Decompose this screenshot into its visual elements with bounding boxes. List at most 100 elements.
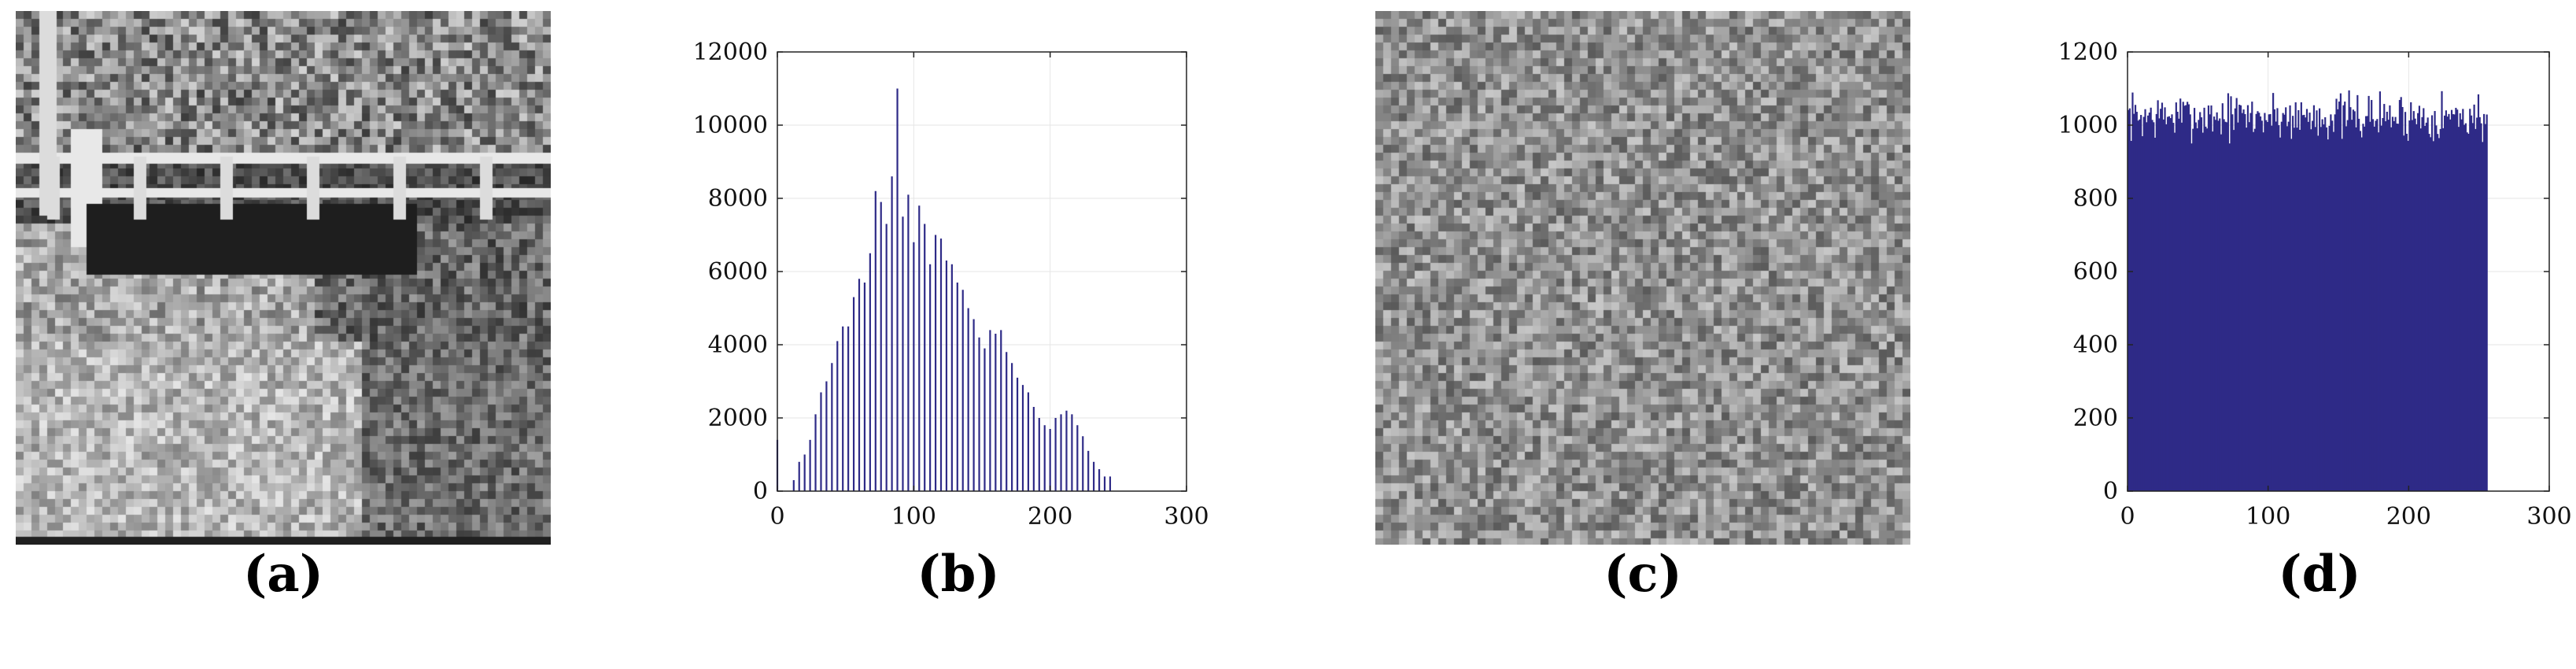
histogram-bar-d [2164, 107, 2166, 492]
histogram-bar-d [2401, 107, 2404, 491]
histogram-bar-d [2323, 124, 2325, 492]
histogram-bar-d [2128, 108, 2131, 492]
histogram-bar-d [2223, 119, 2225, 492]
histogram-bar-d [2230, 96, 2232, 491]
histogram-bar-d [2292, 116, 2294, 491]
histogram-bar-d [2257, 111, 2259, 491]
histogram-bar-d [2231, 114, 2234, 492]
histogram-bar-d [2362, 124, 2364, 491]
histogram-bar-d [2400, 97, 2402, 491]
chart-b-y-tick-label: 8000 [708, 185, 768, 213]
histogram-bar-d [2198, 120, 2200, 491]
histogram-bar-d [2151, 120, 2153, 492]
histogram-bar-d [2483, 113, 2486, 491]
histogram-bar-d [2393, 120, 2395, 491]
histogram-bar-d [2199, 112, 2201, 491]
histogram-bar-d [2233, 130, 2235, 492]
histogram-bar-d [2205, 126, 2207, 491]
histogram-bar-d [2268, 114, 2270, 491]
histogram-bar-d [2172, 123, 2175, 492]
histogram-bar-d [2278, 125, 2280, 491]
histogram-bar-d [2360, 137, 2363, 491]
histogram-bar-d [2410, 102, 2412, 491]
histogram-bar-d [2178, 118, 2180, 492]
histogram-bar-d [2175, 102, 2177, 491]
histogram-bar-d [2234, 108, 2236, 491]
histogram-bar-d [2150, 107, 2152, 491]
histogram-bar-d [2342, 105, 2345, 492]
histogram-bar-d [2226, 122, 2228, 492]
histogram-bar-d [2142, 116, 2145, 492]
histogram-bar-d [2259, 116, 2262, 492]
chart-b-y-tick-label: 12000 [693, 39, 768, 66]
histogram-bar-d [2332, 131, 2335, 491]
histogram-bar-d [2266, 122, 2269, 491]
histogram-bar-d [2209, 114, 2211, 491]
histogram-bar-d [2391, 116, 2394, 491]
noise-image [1375, 11, 1910, 545]
histogram-bar-d [2238, 105, 2241, 492]
histogram-bar-d [2297, 109, 2300, 491]
histogram-bar-d [2330, 114, 2332, 492]
caption-a: (a) [242, 545, 324, 604]
histogram-bar-d [2466, 132, 2468, 491]
histogram-bar-d [2364, 126, 2366, 492]
chart-b-y-tick-label: 0 [753, 478, 768, 505]
histogram-bar-d [2217, 120, 2220, 491]
caption-b: (b) [917, 545, 1000, 604]
histogram-bar-d [2358, 118, 2360, 491]
histogram-bar-d [2314, 127, 2316, 491]
histogram-bar-d [2221, 103, 2224, 491]
histogram-bar-d [2408, 120, 2411, 492]
histogram-bar-d [2463, 124, 2466, 491]
histogram-bar-d [2158, 118, 2161, 492]
histogram-bar-d [2220, 134, 2223, 492]
histogram-bar-d [2140, 115, 2142, 491]
histogram-bar-d [2161, 102, 2164, 491]
histogram-bar-d [2434, 111, 2436, 491]
histogram-bar-d [2130, 141, 2132, 491]
histogram-bar-d [2237, 122, 2239, 491]
histogram-bar-d [2324, 116, 2327, 492]
histogram-bar-d [2369, 121, 2371, 491]
chart-b-x-tick-label: 0 [769, 503, 784, 530]
histogram-bar-d [2196, 128, 2198, 491]
histogram-bar-d [2467, 133, 2470, 492]
histogram-bar-d [2146, 122, 2148, 491]
histogram-bar-d [2134, 105, 2137, 491]
histogram-bar-d [2455, 107, 2457, 491]
histogram-bar-d [2480, 123, 2482, 492]
histogram-bar-d [2171, 114, 2173, 491]
histogram-bar-d [2169, 118, 2172, 491]
histogram-bar-d [2264, 113, 2266, 491]
histogram-bar-d [2482, 142, 2484, 492]
histogram-bar-d [2411, 120, 2414, 491]
histogram-bar-d [2435, 125, 2438, 491]
histogram-bar-d [2439, 128, 2441, 491]
histogram-bar-d [2303, 114, 2305, 491]
chart-d-y-tick-label: 800 [2073, 185, 2118, 213]
histogram-bar-d [2276, 108, 2279, 491]
histogram-bar-d [2450, 109, 2453, 491]
histogram-bar-d [2235, 98, 2238, 492]
histogram-bar-d [2182, 102, 2184, 492]
histogram-bar-d [2460, 119, 2463, 491]
histogram-bar-d [2147, 115, 2150, 492]
histogram-bar-d [2168, 116, 2170, 491]
histogram-bar-d [2321, 119, 2323, 492]
histogram-bar-d [2457, 127, 2460, 491]
histogram-bar-d [2279, 137, 2282, 491]
histogram-bar-d [2364, 116, 2367, 491]
histogram-bar-d [2201, 132, 2204, 491]
histogram-bar-d [2320, 127, 2322, 492]
histogram-bar-d [2162, 119, 2165, 491]
histogram-bar-d [2260, 120, 2263, 491]
histogram-bar-d [2144, 109, 2146, 491]
histogram-bar-d [2427, 117, 2429, 491]
histogram-bar-d [2255, 113, 2257, 491]
histogram-chart-d: 0 100 200 300 0 200 400 600 800 1000 1200 [2058, 39, 2572, 530]
histogram-bar-d [2244, 113, 2246, 491]
histogram-bar-d [2348, 90, 2350, 491]
histogram-bar-d [2441, 91, 2443, 491]
histogram-bar-d [2289, 105, 2291, 491]
